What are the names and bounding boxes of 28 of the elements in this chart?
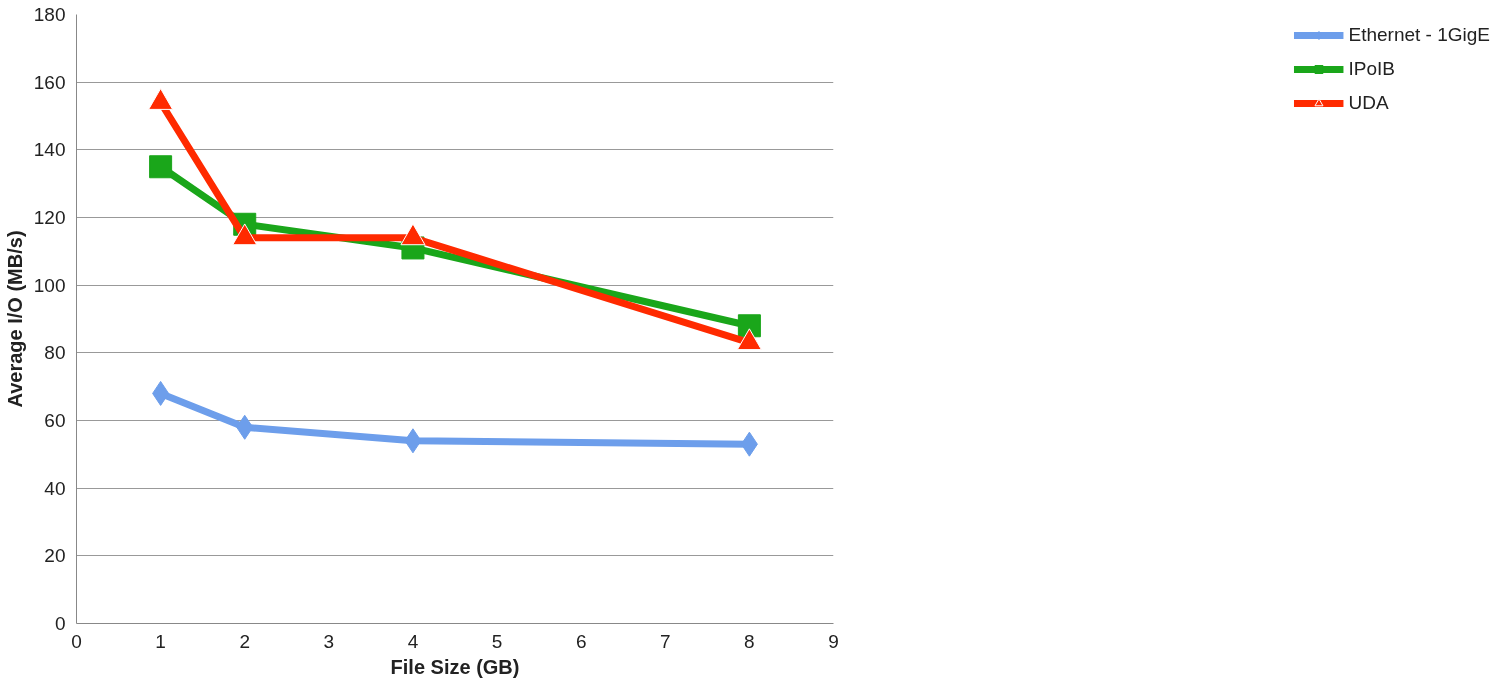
y-tick-label: 80 (44, 342, 66, 364)
legend-label: UDA (1348, 92, 1389, 114)
x-tick-label: 8 (744, 630, 755, 652)
point (400, 223, 426, 246)
y-tick-label: 0 (54, 613, 66, 634)
x-tick-label: 1 (155, 630, 166, 652)
x-tick-label: 9 (828, 630, 839, 652)
point (148, 88, 174, 110)
point (232, 223, 258, 246)
x-tick-label: 2 (239, 630, 251, 652)
y-tick-label: 160 (33, 71, 66, 93)
y-tick-label: 60 (44, 410, 66, 431)
y-tick-label: 100 (33, 274, 66, 296)
y-tick-label: 140 (33, 139, 66, 161)
y-tick-label: 20 (44, 545, 66, 567)
x-tick-label: 4 (407, 630, 419, 652)
x-tick-label: 6 (575, 630, 587, 652)
x-tick-label: 5 (491, 630, 503, 652)
y-tick-label: 120 (33, 207, 66, 228)
x-tick-label: 3 (323, 630, 335, 652)
x-axis-title: File Size (GB) (390, 655, 520, 678)
y-tick-label: 40 (44, 477, 66, 499)
legend-label: Ethernet - 1GigE (1348, 24, 1490, 46)
x-tick-label: 7 (659, 630, 671, 652)
y-axis-title: Average I/O (MB/s) (3, 230, 26, 408)
legend-label: IPoIB (1348, 58, 1395, 80)
x-tick-label: 0 (71, 630, 82, 652)
y-tick-label: 180 (33, 4, 66, 25)
